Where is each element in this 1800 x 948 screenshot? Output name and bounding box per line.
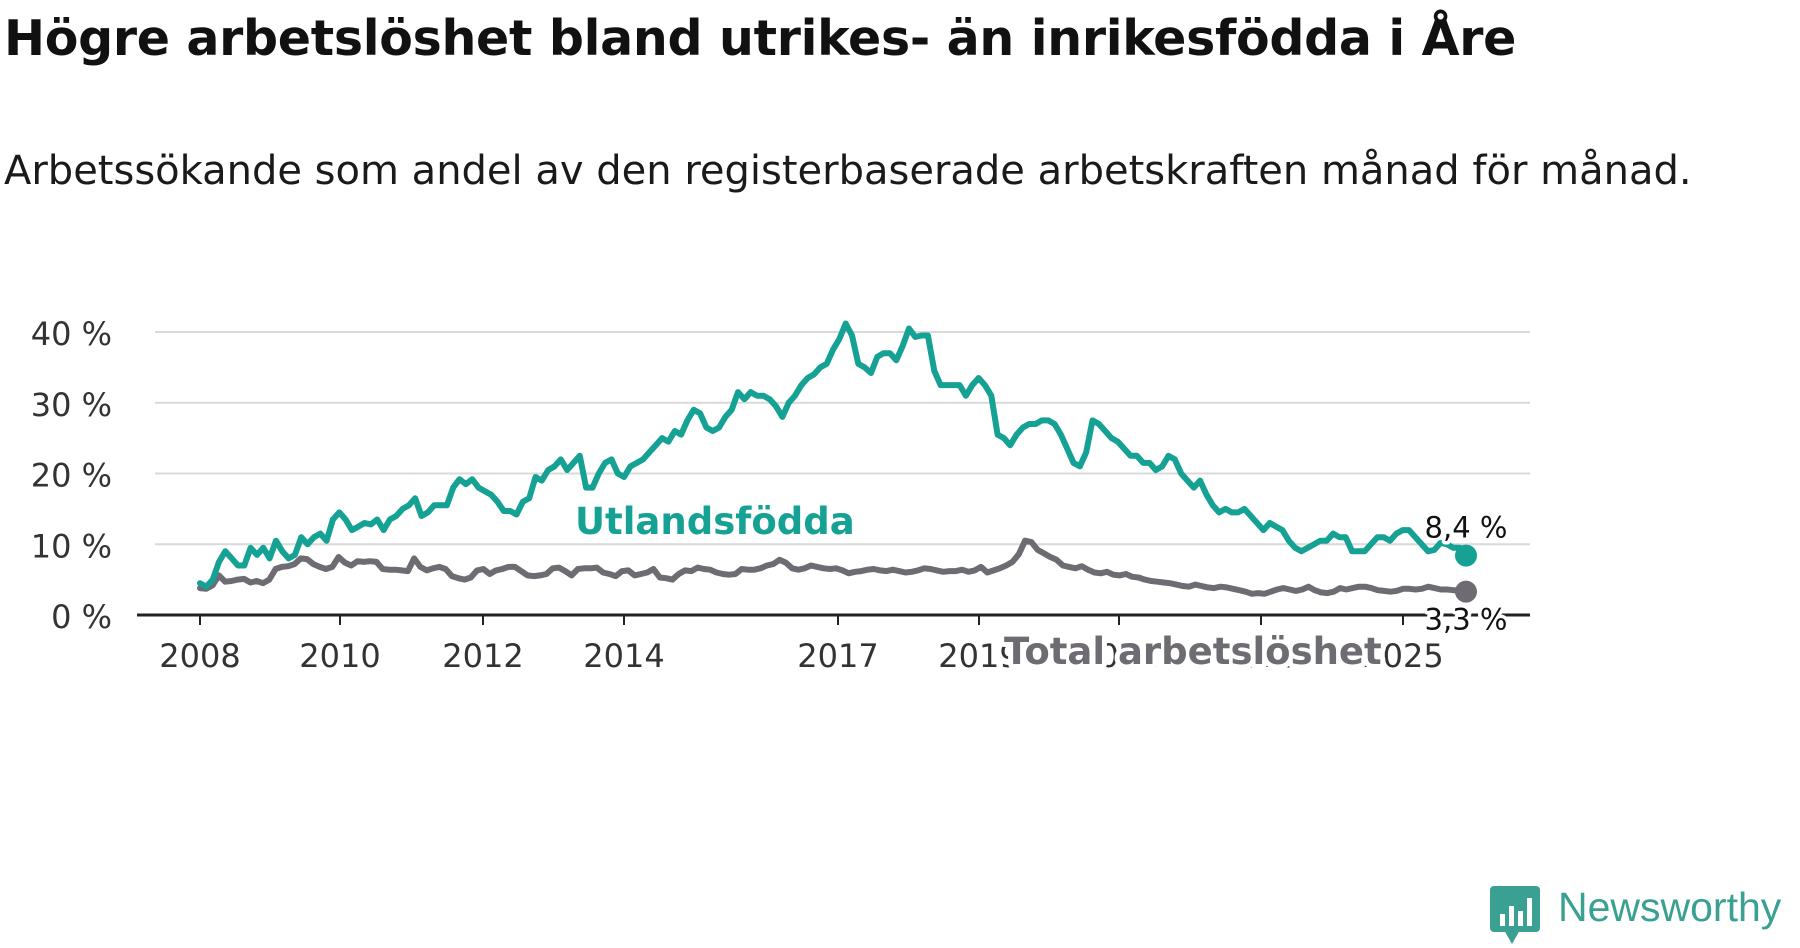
y-tick-label: 40 % xyxy=(31,315,112,353)
series-endpoints: 8,4 % 3,3 % xyxy=(1421,507,1511,640)
brand-name: Newsworthy xyxy=(1558,884,1782,930)
series-line-utlandsfodda xyxy=(197,320,1469,590)
series-line-total xyxy=(197,537,1469,597)
x-tick-label: 2017 xyxy=(797,637,878,675)
y-axis-ticks: 0 % 10 % 20 % 30 % 40 % xyxy=(31,315,112,636)
series-label-total: Total arbetslöshet xyxy=(1004,630,1382,673)
series-lines xyxy=(197,320,1469,597)
x-tick-label: 2023 xyxy=(1220,637,1301,675)
x-tick-label: 2025 xyxy=(1362,637,1443,675)
x-tick-label: 2008 xyxy=(159,637,240,675)
x-axis-ticks: 2008 2010 2012 2014 2017 2019 2021 2023 2025 xyxy=(159,615,1444,675)
y-tick-label: 0 % xyxy=(51,598,112,636)
newsworthy-logo-icon xyxy=(1490,886,1540,944)
y-tick-label: 30 % xyxy=(31,386,112,424)
y-tick-label: 10 % xyxy=(31,527,112,565)
x-tick-label: 2021 xyxy=(1078,637,1159,675)
chart-title: Högre arbetslöshet bland utrikes- än inr… xyxy=(4,10,1517,67)
y-tick-label: 20 % xyxy=(31,457,112,495)
endpoint-marker-total xyxy=(1455,580,1477,603)
x-tick-label: 2019 xyxy=(938,637,1019,675)
chart-subtitle: Arbetssökande som andel av den registerb… xyxy=(4,148,1692,194)
series-labels: Utlandsfödda Total arbetslöshet xyxy=(570,495,1387,678)
x-tick-label: 2012 xyxy=(442,637,523,675)
endpoint-value-label: 8,4 % xyxy=(1425,511,1508,545)
endpoint-value-label: 3,3 % xyxy=(1425,603,1508,637)
x-tick-label: 2014 xyxy=(583,637,664,675)
series-label-utlandsfodda: Utlandsfödda xyxy=(575,500,855,543)
endpoint-marker-utlandsfodda xyxy=(1455,544,1477,567)
x-tick-label: 2010 xyxy=(299,637,380,675)
